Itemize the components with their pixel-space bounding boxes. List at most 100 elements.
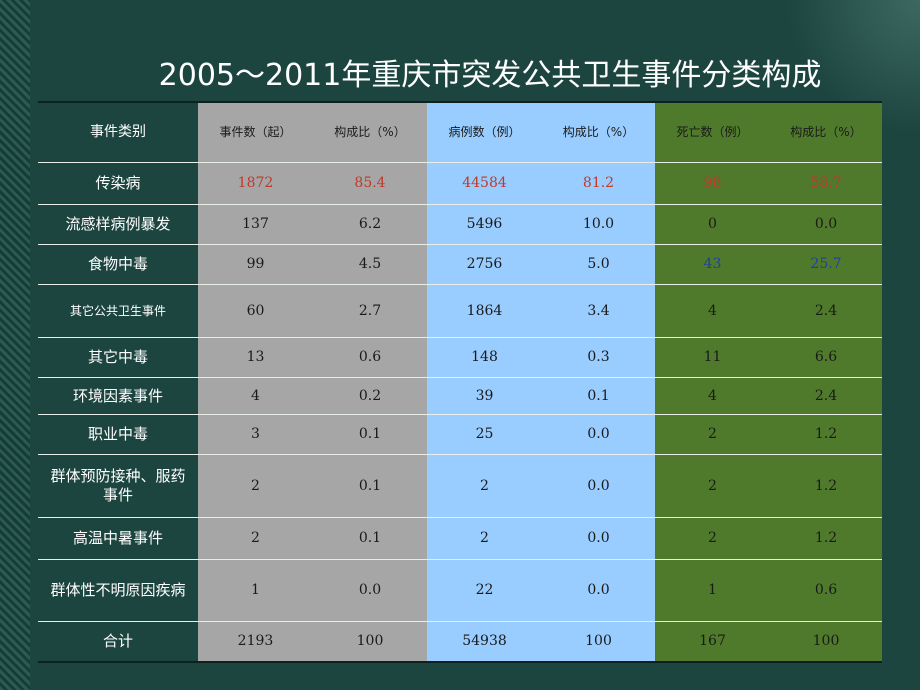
table-cell: 137: [198, 205, 313, 244]
table-cell: 死亡数（例）: [655, 103, 770, 162]
table-cell: 2.4: [770, 285, 882, 337]
table-cell: 22: [427, 560, 542, 621]
table-cell: 167: [655, 622, 770, 661]
table-cell: 0.2: [313, 378, 427, 414]
table-cell: 5.0: [542, 245, 655, 284]
table-cell: 13: [198, 338, 313, 377]
table-cell: 职业中毒: [87, 425, 148, 443]
table-cell: 4: [198, 378, 313, 414]
table-cell: 1.2: [770, 455, 882, 517]
table-row: 合计 2193 100 54938 100 167 100: [38, 622, 882, 663]
table-cell: 81.2: [542, 163, 655, 204]
table-cell: 4: [655, 285, 770, 337]
table-row: 群体预防接种、服药事件 2 0.1 2 0.0 2 1.2: [38, 455, 882, 518]
table-row: 其它公共卫生事件 60 2.7 1864 3.4 4 2.4: [38, 285, 882, 338]
table-cell: 病例数（例）: [427, 103, 542, 162]
table-cell: 0.1: [542, 378, 655, 414]
table-cell: 0.6: [313, 338, 427, 377]
table-row: 流感样病例暴发 137 6.2 5496 10.0 0 0.0: [38, 205, 882, 245]
table-cell: 其它公共卫生事件: [69, 303, 166, 318]
table-cell: 25.7: [770, 245, 882, 284]
table-cell: 54938: [427, 622, 542, 661]
table-cell: 60: [198, 285, 313, 337]
table-cell: 2: [655, 455, 770, 517]
table-cell: 148: [427, 338, 542, 377]
table-cell: 2756: [427, 245, 542, 284]
table-cell: 群体预防接种、服药事件: [50, 467, 186, 504]
slide-title: 2005～2011年重庆市突发公共卫生事件分类构成: [158, 58, 822, 93]
table-cell: 99: [198, 245, 313, 284]
table-cell: 2: [427, 518, 542, 559]
table-cell: 2: [198, 518, 313, 559]
table-cell: 0.0: [542, 518, 655, 559]
table-cell: 群体性不明原因疾病: [50, 581, 186, 599]
table-cell: 0.0: [542, 560, 655, 621]
table-cell: 2.7: [313, 285, 427, 337]
table-row: 其它中毒 13 0.6 148 0.3 11 6.6: [38, 338, 882, 378]
table-cell: 环境因素事件: [72, 386, 163, 405]
table-cell: 构成比（%）: [313, 103, 427, 162]
table-row: 职业中毒 3 0.1 25 0.0 2 1.2: [38, 415, 882, 455]
table-cell: 2: [655, 415, 770, 454]
table-cell: 44584: [427, 163, 542, 204]
table-cell: 合计: [102, 632, 133, 650]
table-cell: 100: [542, 622, 655, 661]
table-cell: 0.1: [313, 455, 427, 517]
table-cell: 0.0: [313, 560, 427, 621]
left-stripe: [0, 0, 30, 690]
table-cell: 2.4: [770, 378, 882, 414]
table-cell: 0.1: [313, 415, 427, 454]
table-cell: 0.0: [770, 205, 882, 244]
table-cell: 1: [198, 560, 313, 621]
table-cell: 事件类别: [90, 124, 146, 140]
table-cell: 1.2: [770, 415, 882, 454]
table-cell: 食物中毒: [87, 255, 148, 273]
table-cell: 2193: [198, 622, 313, 661]
table-row: 传染病 1872 85.4 44584 81.2 98 58.7: [38, 163, 882, 205]
table-cell: 构成比（%）: [770, 103, 882, 162]
table-cell: 1: [655, 560, 770, 621]
table-cell: 4.5: [313, 245, 427, 284]
table-cell: 100: [313, 622, 427, 661]
table-cell: 0.3: [542, 338, 655, 377]
table: 事件类别 事件数（起） 构成比（%） 病例数（例） 构成比（%） 死亡数（例） 构成比（%）…: [38, 101, 882, 663]
table-cell: 11: [655, 338, 770, 377]
table-cell: 高温中暑事件: [72, 529, 163, 547]
table-cell: 2: [198, 455, 313, 517]
table-cell: 4: [655, 378, 770, 414]
table-cell: 2: [655, 518, 770, 559]
table-cell: 6.2: [313, 205, 427, 244]
table-cell: 6.6: [770, 338, 882, 377]
table-cell: 100: [770, 622, 882, 661]
table-cell: 1.2: [770, 518, 882, 559]
table-cell: 0.1: [313, 518, 427, 559]
table-cell: 5496: [427, 205, 542, 244]
table-cell: 0.0: [542, 455, 655, 517]
table-row: 食物中毒 99 4.5 2756 5.0 43 25.7: [38, 245, 882, 285]
table-cell: 98: [655, 163, 770, 204]
table-cell: 0.6: [770, 560, 882, 621]
table-cell: 0: [655, 205, 770, 244]
table-row: 事件类别 事件数（起） 构成比（%） 病例数（例） 构成比（%） 死亡数（例） 构成比（%）: [38, 101, 882, 163]
table-cell: 事件数（起）: [198, 103, 313, 162]
table-cell: 2: [427, 455, 542, 517]
table-cell: 其它中毒: [87, 348, 148, 366]
table-cell: 85.4: [313, 163, 427, 204]
table-cell: 25: [427, 415, 542, 454]
table-row: 高温中暑事件 2 0.1 2 0.0 2 1.2: [38, 518, 882, 560]
table-cell: 3.4: [542, 285, 655, 337]
table-cell: 10.0: [542, 205, 655, 244]
table-cell: 1872: [198, 163, 313, 204]
table-cell: 43: [655, 245, 770, 284]
table-cell: 58.7: [770, 163, 882, 204]
table-cell: 1864: [427, 285, 542, 337]
table-row: 群体性不明原因疾病 1 0.0 22 0.0 1 0.6: [38, 560, 882, 622]
table-cell: 流感样病例暴发: [65, 215, 171, 233]
table-row: 环境因素事件 4 0.2 39 0.1 4 2.4: [38, 378, 882, 415]
table-cell: 构成比（%）: [542, 103, 655, 162]
table-cell: 0.0: [542, 415, 655, 454]
table-cell: 3: [198, 415, 313, 454]
table-cell: 39: [427, 378, 542, 414]
table-cell: 传染病: [95, 174, 141, 192]
